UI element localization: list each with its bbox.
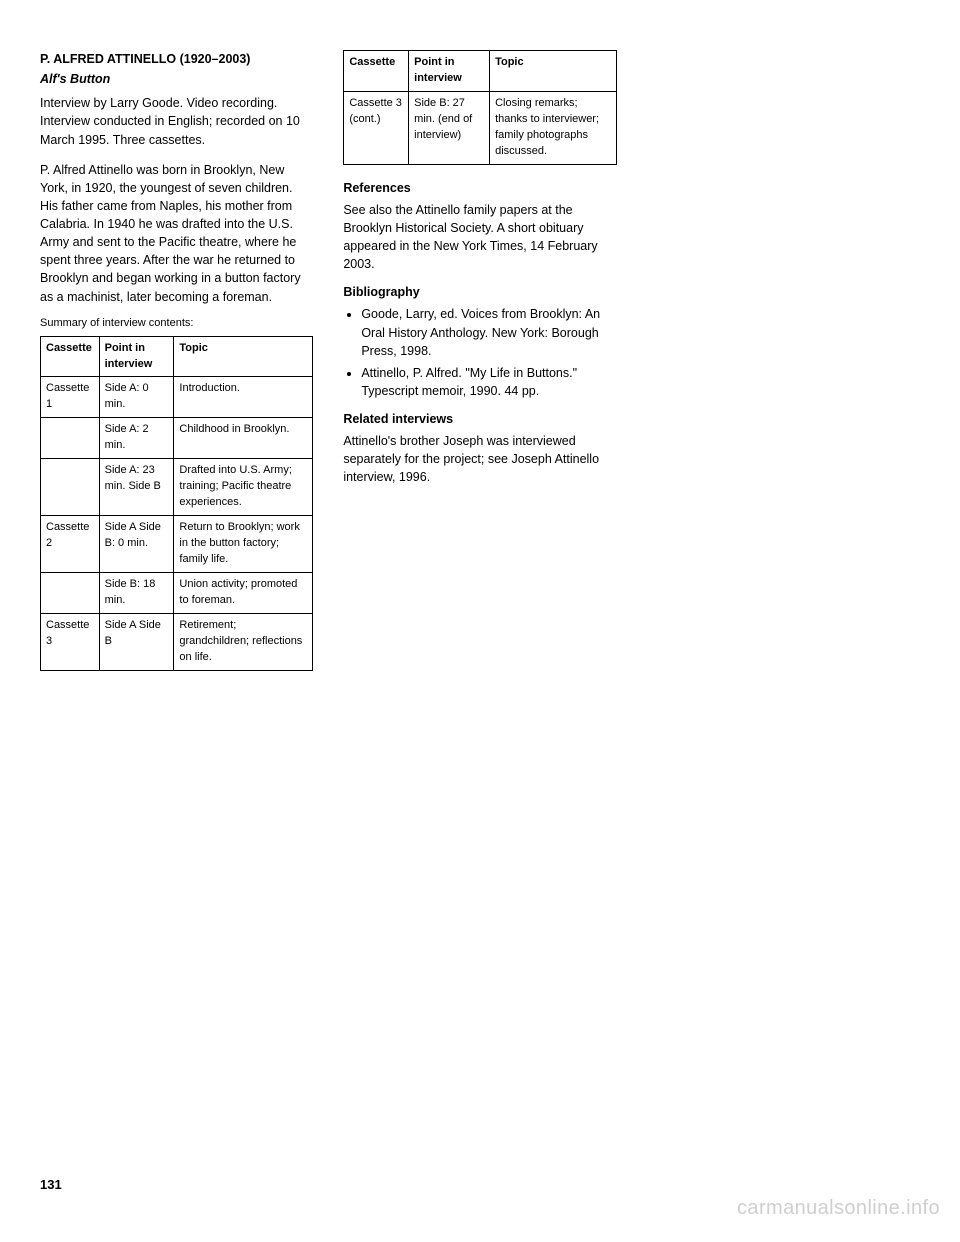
contents-table-2: Cassette Point in interview Topic Casset… — [343, 50, 616, 165]
title-subheading: Alf's Button — [40, 70, 313, 88]
column-1: P. ALFRED ATTINELLO (1920–2003) Alf's Bu… — [40, 50, 313, 685]
td-point: Side A: 0 min. — [99, 377, 174, 418]
column-2: Cassette Point in interview Topic Casset… — [343, 50, 616, 685]
table-row: Side A: 2 min. Childhood in Brooklyn. — [41, 418, 313, 459]
person-name-heading: P. ALFRED ATTINELLO (1920–2003) — [40, 50, 313, 68]
th-point: Point in interview — [99, 336, 174, 377]
table-row: Cassette 3 Side A Side B Retirement; gra… — [41, 613, 313, 670]
td-topic: Childhood in Brooklyn. — [174, 418, 313, 459]
page-number: 131 — [40, 1177, 62, 1192]
td-cassette — [41, 418, 100, 459]
td-cassette: Cassette 1 — [41, 377, 100, 418]
td-topic: Return to Brooklyn; work in the button f… — [174, 516, 313, 573]
td-cassette: Cassette 2 — [41, 516, 100, 573]
th-point: Point in interview — [409, 51, 490, 92]
td-point: Side A: 23 min. Side B — [99, 459, 174, 516]
interview-meta: Interview by Larry Goode. Video recordin… — [40, 94, 313, 148]
td-topic: Retirement; grandchildren; reflections o… — [174, 613, 313, 670]
th-cassette: Cassette — [344, 51, 409, 92]
table-header-row: Cassette Point in interview Topic — [344, 51, 616, 92]
document-page: P. ALFRED ATTINELLO (1920–2003) Alf's Bu… — [0, 0, 960, 1242]
table-row: Side A: 23 min. Side B Drafted into U.S.… — [41, 459, 313, 516]
td-point: Side B: 27 min. (end of interview) — [409, 91, 490, 164]
table-row: Cassette 2 Side A Side B: 0 min. Return … — [41, 516, 313, 573]
related-heading: Related interviews — [343, 410, 616, 428]
th-topic: Topic — [490, 51, 617, 92]
td-cassette: Cassette 3 — [41, 613, 100, 670]
td-topic: Union activity; promoted to foreman. — [174, 572, 313, 613]
td-point: Side A Side B: 0 min. — [99, 516, 174, 573]
related-paragraph: Attinello's brother Joseph was interview… — [343, 432, 616, 486]
th-topic: Topic — [174, 336, 313, 377]
table-row: Side B: 18 min. Union activity; promoted… — [41, 572, 313, 613]
bibliography-heading: Bibliography — [343, 283, 616, 301]
bibliography-list: Goode, Larry, ed. Voices from Brooklyn: … — [343, 305, 616, 400]
td-point: Side A Side B — [99, 613, 174, 670]
bibliography-item: Goode, Larry, ed. Voices from Brooklyn: … — [361, 305, 616, 359]
table-label: Summary of interview contents: — [40, 316, 313, 332]
td-topic: Introduction. — [174, 377, 313, 418]
biography-paragraph: P. Alfred Attinello was born in Brooklyn… — [40, 161, 313, 306]
column-3 — [647, 50, 920, 685]
th-cassette: Cassette — [41, 336, 100, 377]
bibliography-item: Attinello, P. Alfred. "My Life in Button… — [361, 364, 616, 400]
td-point: Side B: 18 min. — [99, 572, 174, 613]
td-cassette — [41, 459, 100, 516]
table-row: Cassette 1 Side A: 0 min. Introduction. — [41, 377, 313, 418]
td-topic: Drafted into U.S. Army; training; Pacifi… — [174, 459, 313, 516]
td-point: Side A: 2 min. — [99, 418, 174, 459]
table-header-row: Cassette Point in interview Topic — [41, 336, 313, 377]
references-paragraph: See also the Attinello family papers at … — [343, 201, 616, 274]
table-row: Cassette 3 (cont.) Side B: 27 min. (end … — [344, 91, 616, 164]
references-heading: References — [343, 179, 616, 197]
td-cassette: Cassette 3 (cont.) — [344, 91, 409, 164]
td-topic: Closing remarks; thanks to interviewer; … — [490, 91, 617, 164]
column-container: P. ALFRED ATTINELLO (1920–2003) Alf's Bu… — [40, 50, 920, 685]
td-cassette — [41, 572, 100, 613]
watermark-text: carmanualsonline.info — [737, 1197, 940, 1220]
contents-table-1: Cassette Point in interview Topic Casset… — [40, 336, 313, 671]
